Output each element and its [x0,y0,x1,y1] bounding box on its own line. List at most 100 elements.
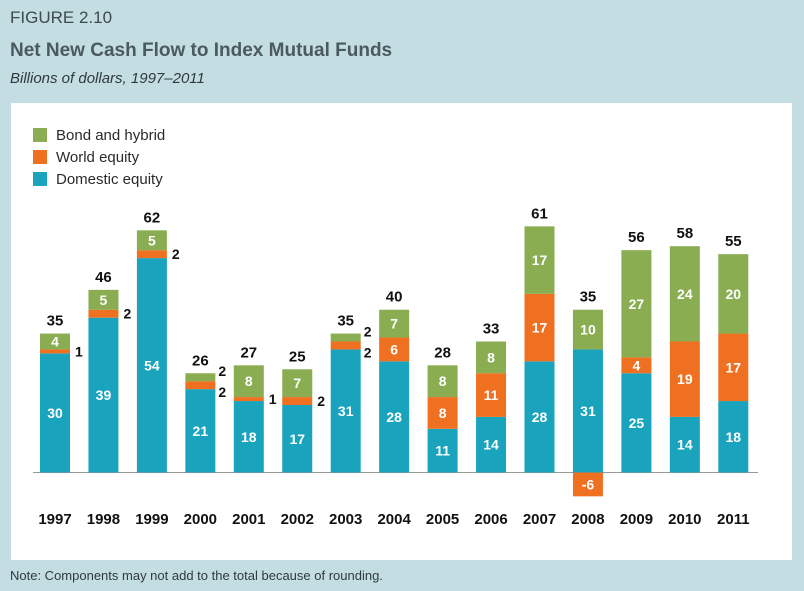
data-label: 8 [245,373,253,389]
bar-segment [427,365,458,398]
x-tick-label: 2004 [377,511,411,528]
total-label: 27 [240,344,257,361]
bar-segment [476,373,507,417]
bar-segment [669,246,700,342]
bar-segment [40,333,70,350]
data-label: 18 [241,429,257,445]
data-label: 2 [317,393,325,409]
data-label: 30 [47,405,63,421]
bar-segment [621,250,652,358]
data-label: 54 [144,357,160,373]
bar-segment [40,349,70,354]
bar-segment [233,365,264,398]
bar-segment [233,401,264,473]
legend-swatch [33,150,47,164]
data-label: 28 [532,409,548,425]
x-tick-label: 2006 [474,511,507,528]
chart-title: Net New Cash Flow to Index Mutual Funds [10,40,393,61]
data-label: 11 [435,443,450,459]
data-label: 2 [218,363,226,379]
legend-label: World equity [56,149,140,166]
bar-segment [572,309,603,350]
x-tick-label: 2001 [232,511,265,528]
x-tick-label: 1997 [38,511,71,528]
total-label: 56 [628,229,645,246]
bar-segment [185,381,216,390]
chart-note: Note: Components may not add to the tota… [10,568,383,583]
bar-segment [476,341,507,374]
bar-segment [669,416,700,473]
data-label: 6 [390,341,398,357]
bar-segment [524,361,555,473]
data-label: 18 [726,429,742,445]
legend-label: Domestic equity [56,171,163,188]
total-label: 55 [725,233,742,250]
data-label: 14 [483,437,499,453]
bar-segment [136,258,167,473]
data-label: 24 [677,286,693,302]
bar-segment [233,397,264,402]
data-label: 8 [439,405,447,421]
bar-segment [88,317,119,473]
bar-segment [379,361,410,473]
x-tick-label: 1999 [135,511,168,528]
bar-segment [524,226,555,294]
data-label: 17 [726,359,742,375]
data-label: 25 [629,415,645,431]
bar-segment [572,349,603,473]
data-label: 28 [386,409,402,425]
total-label: 35 [337,313,354,330]
total-label: 40 [386,289,403,306]
data-label: 20 [726,286,742,302]
data-label: 17 [289,431,305,447]
total-label: 33 [483,320,500,337]
bar-segment [88,309,119,318]
data-label: 5 [100,292,108,308]
data-label: 2 [123,306,131,322]
x-tick-label: 2002 [281,511,314,528]
data-label: 1 [269,391,277,407]
x-tick-label: 1998 [87,511,120,528]
legend-swatch [33,128,47,142]
total-label: 62 [144,209,161,226]
bar-segment [621,373,652,473]
data-label: 1 [75,343,83,359]
data-label: 2 [172,246,180,262]
bar-segment [136,230,167,251]
figure-label: FIGURE 2.10 [10,8,113,27]
total-label: 26 [192,352,209,369]
total-label: 25 [289,348,306,365]
total-label: 58 [677,225,694,242]
data-label: 27 [629,296,645,312]
data-label: 4 [633,357,641,373]
legend-swatch [33,172,47,186]
bar-segment [572,472,603,497]
bar-segment [282,369,313,398]
data-label: 2 [218,384,226,400]
bar-segment [379,337,410,362]
total-label: 35 [47,313,64,330]
legend-label: Bond and hybrid [56,127,165,144]
bar-segment [330,341,361,350]
data-label: 7 [390,316,398,332]
bar-segment [379,309,410,338]
data-label: 21 [193,423,209,439]
x-tick-label: 2008 [571,511,604,528]
bar-segment [185,389,216,473]
total-label: 28 [434,344,451,361]
data-label: 17 [532,320,548,336]
bar-segment [136,250,167,259]
bar-segment [88,289,119,310]
total-label: 35 [580,289,597,306]
data-label: 31 [580,403,596,419]
x-tick-label: 2007 [523,511,556,528]
data-label: 7 [293,375,301,391]
bar-segment [718,254,749,334]
data-label: 19 [677,371,693,387]
total-label: 61 [531,205,548,222]
x-tick-label: 2005 [426,511,459,528]
bar-segment [330,333,361,342]
data-label: -6 [582,476,595,492]
data-label: 2 [364,324,372,340]
